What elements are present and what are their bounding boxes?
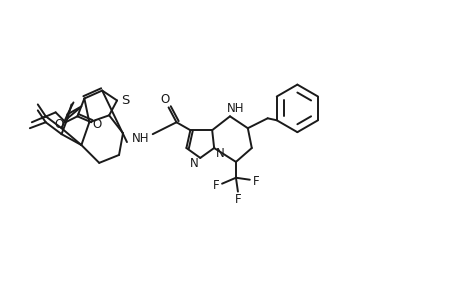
Text: S: S xyxy=(121,94,129,107)
Text: O: O xyxy=(160,93,169,106)
Text: NH: NH xyxy=(132,132,149,145)
Text: N: N xyxy=(215,148,224,160)
Text: F: F xyxy=(213,179,219,192)
Text: N: N xyxy=(190,158,198,170)
Text: F: F xyxy=(252,175,258,188)
Text: NH: NH xyxy=(227,102,244,115)
Text: F: F xyxy=(234,193,241,206)
Text: O: O xyxy=(54,118,63,131)
Text: O: O xyxy=(92,118,101,131)
